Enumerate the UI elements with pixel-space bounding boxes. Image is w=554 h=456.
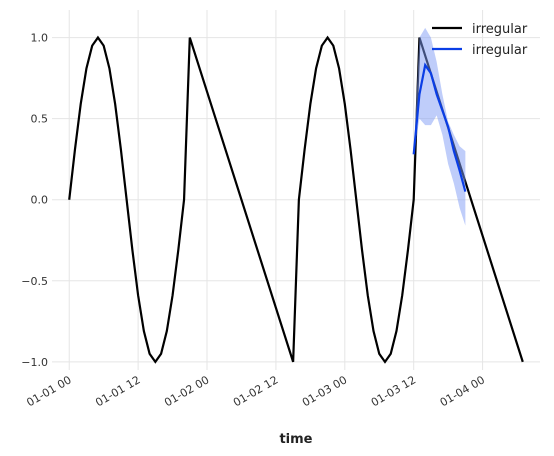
y-tick-label: 0.5 <box>31 113 49 126</box>
x-tick-label: 01-02 12 <box>231 373 280 409</box>
legend-label: irregular <box>472 22 528 37</box>
x-tick-label: 01-01 12 <box>93 373 142 409</box>
series-line <box>412 62 467 192</box>
y-tick-label: −0.5 <box>21 275 48 288</box>
x-tick-label: 01-02 00 <box>162 373 211 409</box>
x-tick-label: 01-01 00 <box>24 373 73 409</box>
x-tick-label: 01-03 12 <box>369 373 418 409</box>
confidence-band <box>413 27 466 226</box>
y-tick-label: −1.0 <box>21 356 48 369</box>
y-tick-label: 0.0 <box>31 194 49 207</box>
y-tick-label: 1.0 <box>31 32 49 45</box>
x-axis-label: time <box>279 432 312 447</box>
x-tick-label: 01-03 00 <box>300 373 349 409</box>
x-tick-label: 01-04 00 <box>438 373 487 409</box>
legend-label: irregular <box>472 43 528 58</box>
series-line <box>68 35 524 364</box>
